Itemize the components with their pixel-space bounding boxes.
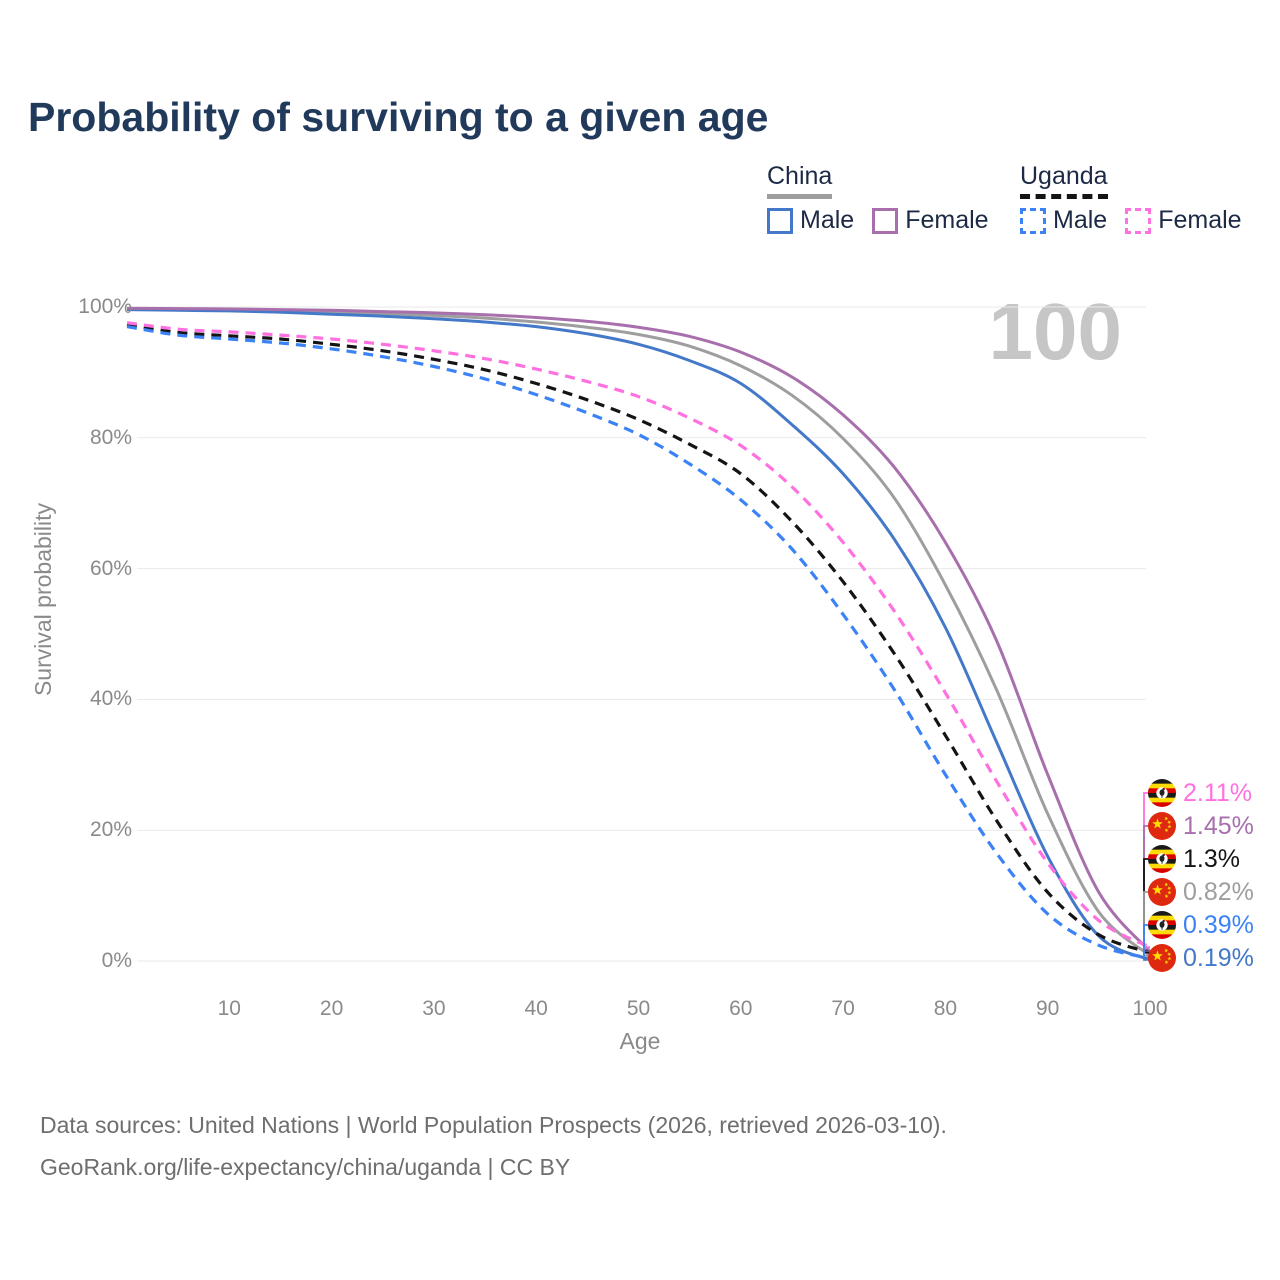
legend-items-uganda: Male Female — [1020, 206, 1260, 235]
series-line-china[interactable] — [126, 307, 1151, 957]
legend-item-uganda-male[interactable]: Male — [1020, 206, 1107, 235]
legend-header-china[interactable]: China — [767, 162, 833, 199]
source-line-1: Data sources: United Nations | World Pop… — [40, 1112, 947, 1138]
x-tick-label-20: 20 — [319, 997, 344, 1020]
china-flag-icon — [1148, 878, 1176, 906]
end-label-value: 0.82% — [1183, 878, 1254, 906]
china-flag-icon — [1148, 944, 1176, 972]
china-female-swatch-icon — [872, 207, 899, 234]
x-tick-label-50: 50 — [626, 997, 651, 1020]
end-label-value: 0.39% — [1183, 911, 1254, 939]
end-label-china[interactable]: 0.82% — [1148, 878, 1254, 906]
china-flag-icon — [1148, 812, 1176, 840]
uganda-flag-icon — [1148, 911, 1176, 939]
series-line-uganda-male[interactable] — [126, 325, 1151, 960]
legend-label-uganda-female: Female — [1158, 206, 1242, 234]
series-lines — [126, 306, 1152, 962]
legend-label-china-female: Female — [905, 206, 989, 234]
legend-item-china-male[interactable]: Male — [767, 206, 854, 235]
x-tick-label-40: 40 — [524, 997, 548, 1020]
x-tick-label-30: 30 — [422, 997, 446, 1020]
y-tick-label-40: 40% — [89, 687, 132, 711]
y-tick-label-20: 20% — [89, 818, 132, 842]
uganda-female-swatch-icon — [1125, 207, 1152, 234]
source-note: Data sources: United Nations | World Pop… — [40, 1104, 947, 1188]
end-label-value: 1.3% — [1183, 845, 1240, 873]
series-line-uganda[interactable] — [126, 323, 1151, 955]
end-label-uganda-female[interactable]: 2.11% — [1148, 779, 1252, 807]
legend-label-uganda-male: Male — [1053, 206, 1108, 234]
legend-items-china: Male Female — [767, 206, 1007, 235]
x-tick-label-80: 80 — [933, 997, 958, 1020]
uganda-male-swatch-icon — [1020, 207, 1046, 234]
x-tick-label-70: 70 — [831, 997, 855, 1020]
series-line-china-female[interactable] — [126, 306, 1152, 953]
legend-group-china: China Male Female — [767, 162, 1007, 235]
series-line-china-male[interactable] — [126, 308, 1151, 962]
y-axis-title: Survival probability — [30, 503, 56, 697]
end-label-uganda[interactable]: 1.3% — [1148, 845, 1240, 873]
x-tick-label-10: 10 — [217, 997, 241, 1020]
end-label-china-female[interactable]: 1.45% — [1148, 812, 1254, 840]
legend-group-uganda: Uganda Male Female — [1020, 162, 1260, 235]
end-label-value: 1.45% — [1183, 812, 1254, 840]
y-tick-label-80: 80% — [89, 425, 132, 449]
x-axis-title: Age — [619, 1028, 661, 1054]
x-tick-label-100: 100 — [1132, 997, 1168, 1020]
source-line-2: GeoRank.org/life-expectancy/china/uganda… — [40, 1154, 571, 1180]
end-label-uganda-male[interactable]: 0.39% — [1148, 911, 1254, 939]
series-line-uganda-female[interactable] — [126, 321, 1151, 949]
end-label-value: 0.19% — [1183, 944, 1254, 972]
china-male-swatch-icon — [767, 207, 793, 234]
end-label-china-male[interactable]: 0.19% — [1148, 944, 1254, 972]
end-label-value: 2.11% — [1183, 779, 1253, 807]
hovered-age-watermark: 100 — [988, 287, 1122, 376]
uganda-flag-icon — [1148, 779, 1176, 807]
legend-item-china-female[interactable]: Female — [872, 206, 989, 235]
y-tick-label-100: 100% — [78, 295, 132, 318]
uganda-flag-icon — [1148, 845, 1176, 873]
y-tick-label-0: 0% — [101, 949, 132, 972]
x-tick-label-60: 60 — [729, 997, 753, 1020]
page-title: Probability of surviving to a given age — [28, 94, 769, 140]
legend-item-uganda-female[interactable]: Female — [1125, 206, 1242, 235]
x-tick-label-90: 90 — [1036, 997, 1060, 1020]
legend-label-china-male: Male — [800, 206, 855, 234]
y-tick-label-60: 60% — [89, 556, 132, 580]
legend-header-uganda[interactable]: Uganda — [1020, 162, 1108, 199]
